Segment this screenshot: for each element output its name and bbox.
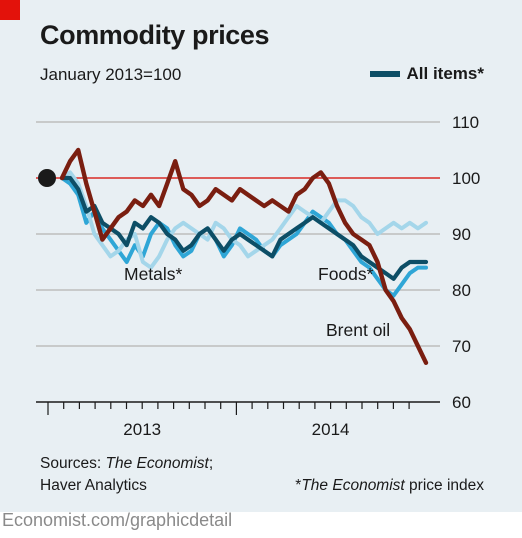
y-tick-label-80: 80 [452, 281, 471, 300]
x-tick-label-2014: 2014 [312, 420, 350, 439]
series-line-foods [60, 170, 428, 270]
y-tick-label-70: 70 [452, 337, 471, 356]
credit-link[interactable]: Economist.com/graphicdetail [2, 510, 233, 530]
line-chart: 60 70 80 90 100 110 2013 2014 Metals* Foods* Brent… [36, 113, 480, 439]
y-tick-label-90: 90 [452, 225, 471, 244]
series-line-brentoil [59, 147, 429, 365]
sources-suffix: ; [208, 455, 214, 472]
series-label-brent-oil: Brent oil [326, 320, 390, 340]
index-note: *The Economist price index [295, 475, 484, 497]
y-tick-label-100: 100 [452, 169, 480, 188]
series-line-metals [60, 176, 428, 298]
y-tick-label-60: 60 [452, 393, 471, 412]
sources-prefix: Sources: [40, 455, 106, 472]
legend: All items* [369, 64, 484, 84]
y-tick-label-110: 110 [452, 113, 479, 132]
note-italic: The Economist [301, 477, 405, 494]
red-tag-decoration [0, 0, 20, 20]
chart-panel: Commodity prices January 2013=100 All it… [0, 0, 522, 512]
series-label-foods: Foods* [318, 264, 374, 284]
x-tick-label-2013: 2013 [123, 420, 161, 439]
note-suffix: price index [404, 477, 484, 494]
legend-label-all-items: All items* [406, 64, 484, 83]
note-prefix: * [295, 477, 302, 494]
series-label-metals: Metals* [124, 264, 183, 284]
sources-note: Sources: The Economist; Haver Analytics [40, 453, 213, 497]
legend-swatch-all-items [369, 71, 400, 77]
sources-italic: The Economist [105, 455, 209, 472]
chart-subtitle: January 2013=100 [40, 65, 182, 84]
chart-title: Commodity prices [40, 20, 270, 50]
start-marker-dot [38, 169, 56, 187]
series-line-allitems [59, 175, 429, 281]
sources-line2: Haver Analytics [40, 477, 147, 494]
